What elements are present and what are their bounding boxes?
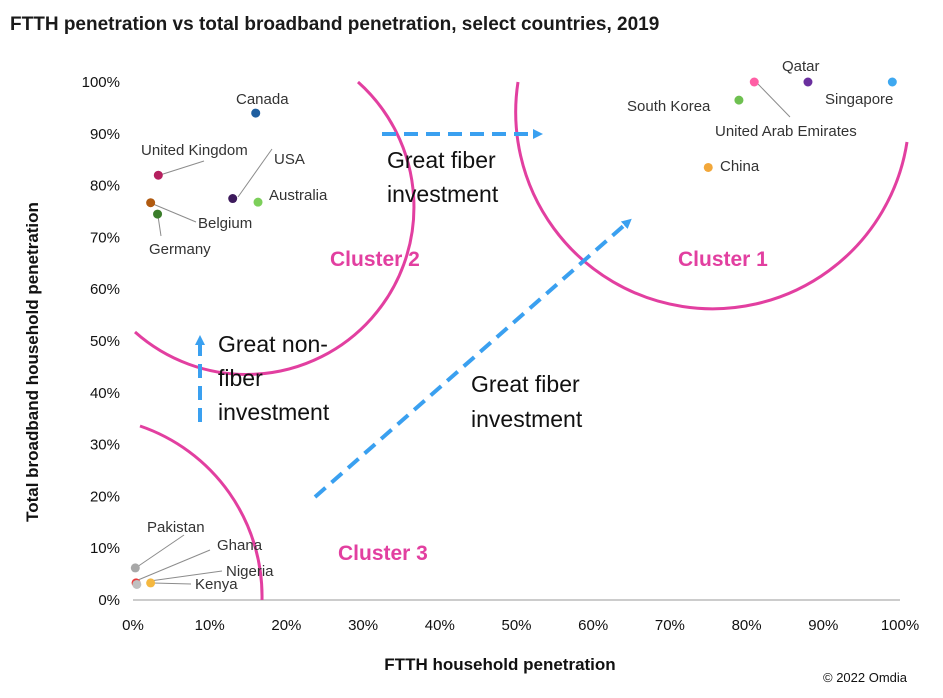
cluster-3-label: Cluster 3 <box>338 542 428 565</box>
cluster-2-arc <box>134 80 416 376</box>
data-point-kenya <box>146 578 156 588</box>
x-tick-label: 60% <box>578 617 608 634</box>
x-axis-title: FTTH household penetration <box>384 655 615 674</box>
label-pakistan: Pakistan <box>147 519 205 536</box>
y-tick-label: 80% <box>90 178 120 195</box>
x-tick-label: 70% <box>655 617 685 634</box>
x-tick-label: 90% <box>808 617 838 634</box>
leader-ghana <box>137 549 211 581</box>
x-tick-label: 20% <box>271 617 301 634</box>
leader-usa <box>237 148 273 198</box>
leader-belgium <box>152 203 197 223</box>
data-point-canada <box>251 108 261 118</box>
cluster-1-arc <box>514 81 909 311</box>
x-tick-label: 50% <box>501 617 531 634</box>
label-usa: USA <box>274 151 305 168</box>
y-tick-label: 40% <box>90 385 120 402</box>
y-tick-label: 20% <box>90 488 120 505</box>
x-tick-label: 100% <box>881 617 919 634</box>
label-united-kingdom: United Kingdom <box>141 142 248 159</box>
data-point-qatar <box>803 77 813 87</box>
y-tick-label: 10% <box>90 540 120 557</box>
data-point-united-kingdom <box>153 170 163 180</box>
label-qatar: Qatar <box>782 58 820 75</box>
y-tick-label: 70% <box>90 229 120 246</box>
leader-nigeria <box>149 570 223 582</box>
y-tick-label: 60% <box>90 281 120 298</box>
x-tick-label: 40% <box>425 617 455 634</box>
x-tick-label: 0% <box>122 617 144 634</box>
x-tick-label: 80% <box>732 617 762 634</box>
label-nigeria: Nigeria <box>226 563 274 580</box>
top-arrow-annotation-line-2: investment <box>387 181 499 207</box>
y-tick-label: 0% <box>98 592 120 609</box>
data-point-china <box>703 162 713 172</box>
label-australia: Australia <box>269 187 328 204</box>
label-south-korea: South Korea <box>627 98 711 115</box>
label-ghana: Ghana <box>217 537 263 554</box>
copyright-credit: © 2022 Omdia <box>823 670 908 685</box>
y-tick-label: 100% <box>82 74 120 91</box>
data-points <box>130 77 897 589</box>
data-point-usa <box>228 194 238 204</box>
leader-germany <box>157 215 162 237</box>
label-united-arab-emirates: United Arab Emirates <box>715 123 857 140</box>
leader-united-kingdom <box>159 160 205 176</box>
y-tick-label: 50% <box>90 333 120 350</box>
data-point-singapore <box>887 77 897 87</box>
data-point-australia <box>253 197 263 207</box>
data-point-belgium <box>146 198 156 208</box>
y-tick-label: 90% <box>90 126 120 143</box>
cluster-2-label: Cluster 2 <box>330 248 420 271</box>
label-germany: Germany <box>149 241 211 258</box>
y-axis-ticks: 0% 10% 20% 30% 40% 50% 60% 70% 80% 90% 100% <box>82 74 120 609</box>
cluster-3-arc <box>139 424 264 601</box>
data-point-united-arab-emirates <box>749 77 759 87</box>
leader-united-arab-emirates <box>757 83 791 118</box>
point-labels: Canada United Kingdom USA Australia Belg… <box>141 58 893 593</box>
label-kenya: Kenya <box>195 576 238 593</box>
label-china: China <box>720 158 760 175</box>
data-point-germany <box>153 209 163 219</box>
leader-pakistan <box>136 534 185 568</box>
chart-title: FTTH penetration vs total broadband pene… <box>10 14 659 35</box>
cluster-1-label: Cluster 1 <box>678 248 768 271</box>
diagonal-arrow-annotation-line-2: investment <box>471 406 583 432</box>
label-belgium: Belgium <box>198 215 252 232</box>
top-arrow-annotation-line-1: Great fiber <box>387 147 496 173</box>
x-tick-label: 10% <box>195 617 225 634</box>
x-axis-ticks: 0% 10% 20% 30% 40% 50% 60% 70% 80% 90% 100% <box>122 617 919 634</box>
data-point-nigeria <box>132 579 142 589</box>
diagonal-fiber-arrow <box>313 218 632 499</box>
leader-kenya <box>152 582 192 585</box>
vertical-arrow-annotation-line-3: investment <box>218 399 330 425</box>
label-leader-lines <box>136 83 791 585</box>
y-tick-label: 30% <box>90 437 120 454</box>
x-tick-label: 30% <box>348 617 378 634</box>
data-point-pakistan <box>130 563 140 573</box>
vertical-arrow-annotation-line-2: fiber <box>218 365 263 391</box>
label-canada: Canada <box>236 91 289 108</box>
vertical-arrow-annotation-line-1: Great non- <box>218 331 328 357</box>
y-axis-title: Total broadband household penetration <box>23 202 42 522</box>
label-singapore: Singapore <box>825 91 893 108</box>
data-point-south-korea <box>734 95 744 105</box>
diagonal-arrow-annotation-line-1: Great fiber <box>471 371 580 397</box>
